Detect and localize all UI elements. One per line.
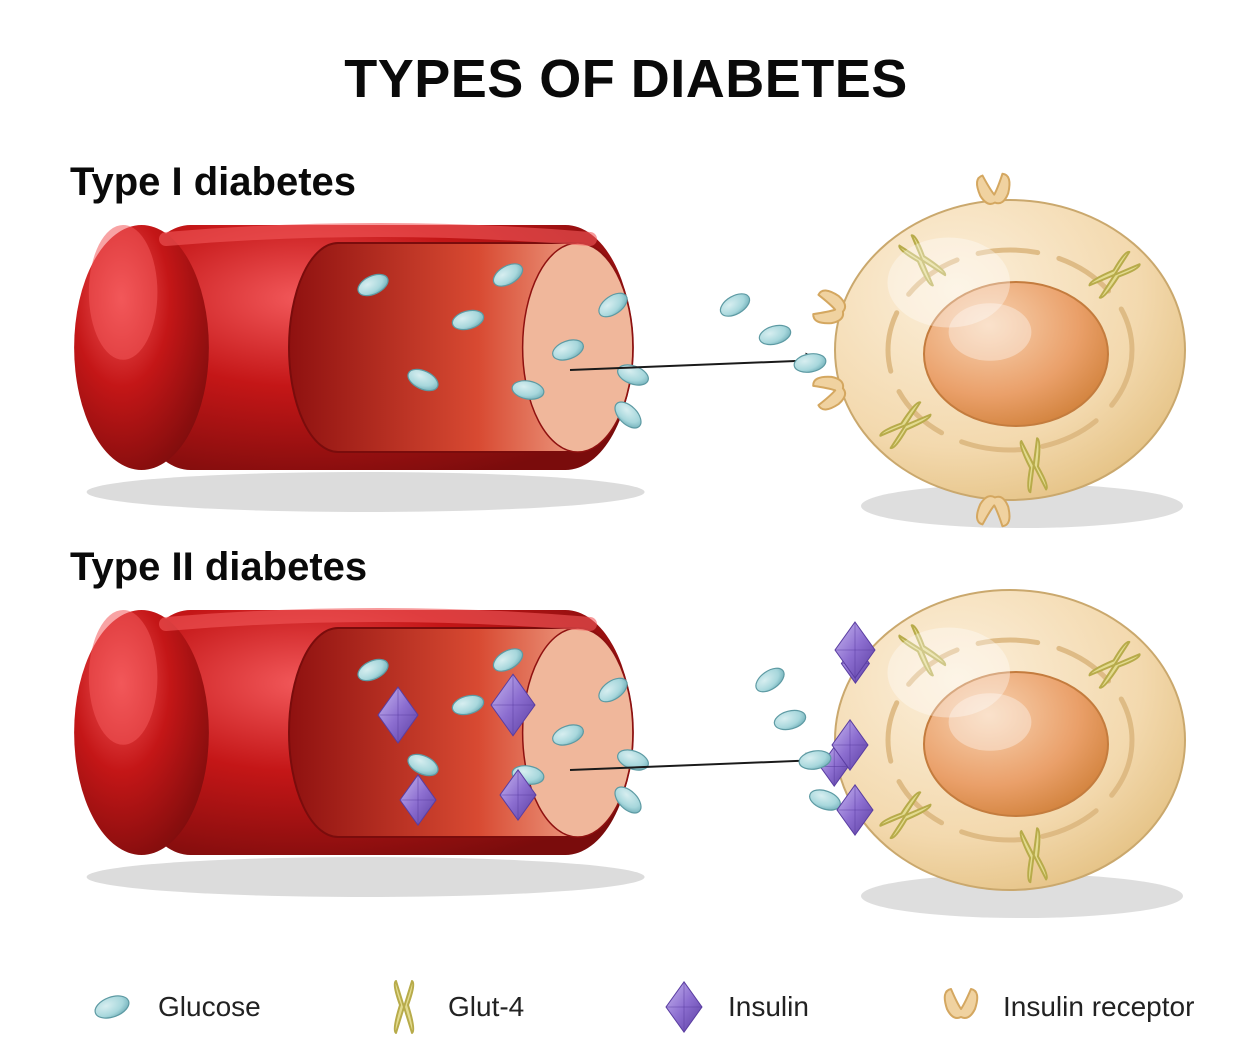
glut4-icon — [380, 985, 434, 1029]
infographic-canvas: { "canvas": { "width": 1252, "height": 1… — [0, 0, 1252, 1060]
main-title: TYPES OF DIABETES — [0, 48, 1252, 110]
legend-label: Glucose — [158, 991, 261, 1023]
legend-label: Insulin receptor — [1003, 991, 1194, 1023]
legend-item-glucose: Glucose — [90, 985, 261, 1029]
legend-label: Insulin — [728, 991, 809, 1023]
legend-item-glut4: Glut-4 — [380, 985, 524, 1029]
legend-item-insulin: Insulin — [660, 985, 809, 1029]
insulin-icon — [660, 985, 714, 1029]
glucose-icon — [92, 992, 132, 1023]
receptor-icon — [935, 985, 989, 1029]
legend-item-receptor: Insulin receptor — [935, 985, 1194, 1029]
glut4-icon — [395, 981, 414, 1033]
type2-heading: Type II diabetes — [70, 545, 367, 590]
insulin-receptor-icon — [945, 989, 978, 1018]
legend-label: Glut-4 — [448, 991, 524, 1023]
type1-heading: Type I diabetes — [70, 160, 356, 205]
glucose-icon — [90, 985, 144, 1029]
glucose-icon — [717, 289, 754, 321]
flow-arrow — [560, 740, 860, 800]
flow-arrow — [560, 340, 860, 400]
insulin-icon — [666, 982, 702, 1032]
